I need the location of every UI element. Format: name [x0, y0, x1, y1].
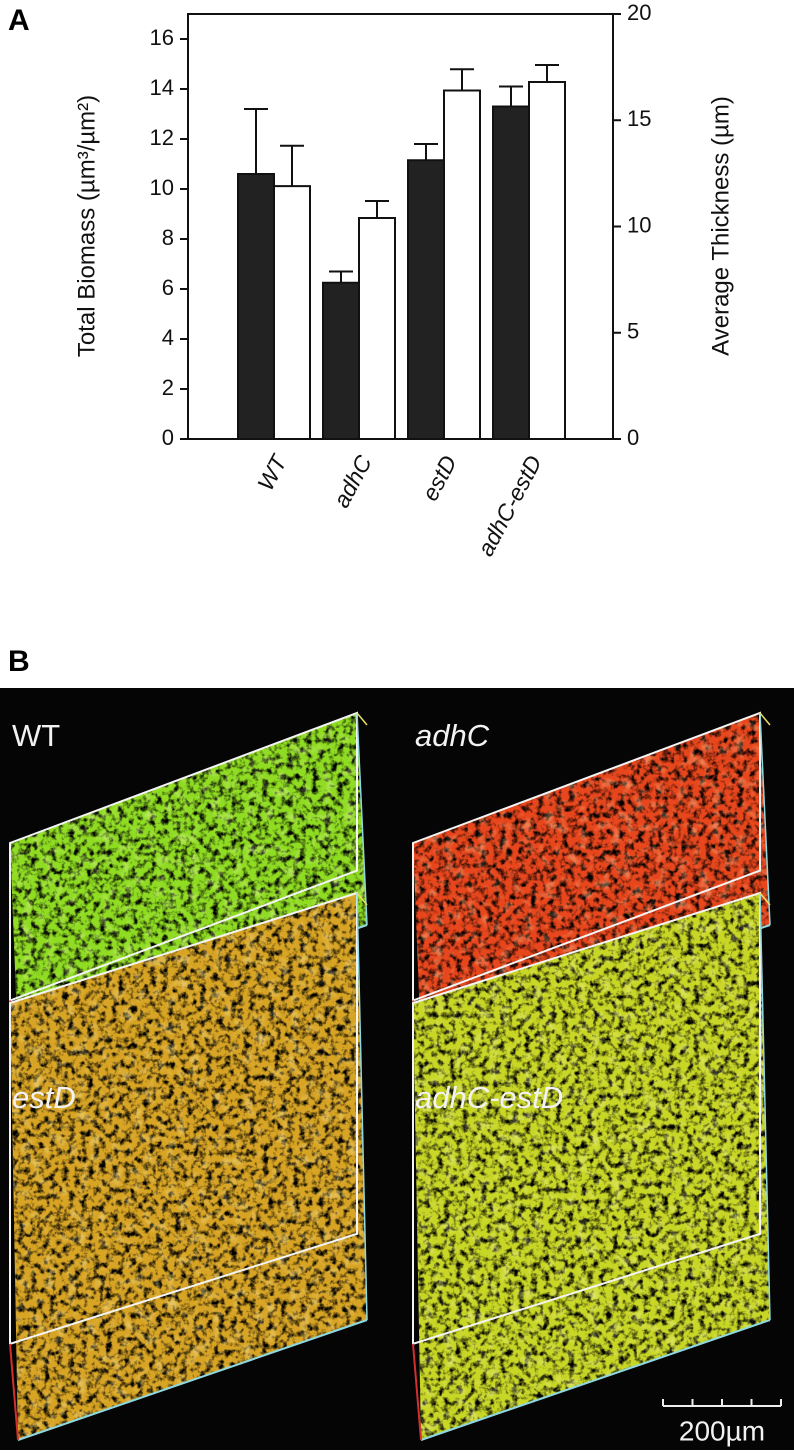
bounding-box [9, 891, 358, 1346]
y-tick-label: 2 [162, 375, 174, 400]
bar [443, 89, 481, 440]
y-axis-label: Total Biomass (µm³/µm²) [73, 95, 100, 357]
box-edge [17, 1319, 368, 1441]
y-tick-label: 8 [162, 225, 174, 250]
bar [237, 173, 275, 440]
panel-label: B [8, 645, 30, 678]
x-tick-label: estD [417, 451, 462, 505]
box-edge [356, 712, 368, 726]
y2-tick-label: 15 [627, 106, 651, 131]
box-edge [356, 712, 368, 926]
micrograph-label: estD [12, 1080, 76, 1115]
box-edge [9, 1343, 19, 1441]
x-tick-label: WT [252, 449, 293, 495]
bounding-box [412, 711, 761, 1003]
biofilm-highlight [413, 713, 770, 1045]
box-edge [759, 892, 771, 906]
box-edge [412, 1343, 422, 1441]
y2-tick-label: 20 [627, 0, 651, 25]
biofilm-highlight [413, 893, 770, 1440]
bar [273, 185, 311, 440]
x-tick-label: adhC [328, 451, 377, 512]
y2-axis-label: Average Thickness (µm) [707, 96, 734, 356]
y-tick-label: 14 [150, 75, 174, 100]
micrograph-label: adhC-estD [415, 1080, 563, 1115]
box-edge [420, 1319, 771, 1441]
chart: Total Biomass (µm³/µm²) Average Thicknes… [73, 0, 734, 560]
scale-bar-label: 200µm [679, 1415, 765, 1446]
y-tick-label: 0 [162, 425, 174, 450]
bar [528, 81, 566, 440]
y-tick-label: 6 [162, 275, 174, 300]
box-edge [356, 892, 368, 906]
box-edge [759, 712, 771, 926]
box-edge [759, 712, 771, 726]
box-edge [356, 892, 368, 1321]
y2-tick-label: 5 [627, 319, 639, 344]
bar [322, 281, 360, 440]
micrograph-label: WT [12, 718, 60, 753]
panel-label: A [8, 4, 30, 37]
x-tick-label: adhC-estD [472, 451, 547, 560]
y-tick-label: 16 [150, 25, 174, 50]
micrograph-label: adhC [415, 718, 490, 753]
y-tick-label: 12 [150, 125, 174, 150]
y2-tick-label: 0 [627, 425, 639, 450]
y2-tick-label: 10 [627, 212, 651, 237]
micrograph-panel: WT adhC estD adhC-estD 200µm [0, 688, 794, 1450]
y-tick-label: 4 [162, 325, 174, 350]
bounding-box [9, 711, 358, 1003]
box-edge [759, 892, 771, 1321]
biofilm-highlight [10, 893, 367, 1440]
bar [358, 217, 396, 440]
bar [492, 105, 530, 440]
biofilm-highlight [10, 713, 367, 1045]
y-tick-label: 10 [150, 175, 174, 200]
bounding-box [412, 891, 761, 1346]
bar [407, 159, 445, 440]
